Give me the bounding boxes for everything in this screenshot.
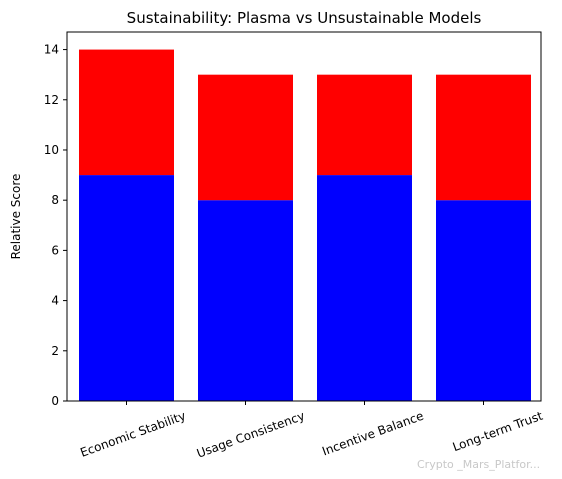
chart-title: Sustainability: Plasma vs Unsustainable … [127,9,482,27]
watermark: Crypto _Mars_Platfor... [417,458,540,471]
y-tick-label: 8 [51,193,59,207]
x-tick-label: Long-term Trust [451,409,545,455]
bar-series1-long-term-trust [436,200,531,401]
bar-series2-incentive-balance [317,74,412,176]
y-axis: 0 2 4 6 8 10 12 14 [44,43,67,408]
y-tick-label: 10 [44,143,59,157]
y-tick-label: 2 [51,344,59,358]
bars-layer [79,49,531,401]
y-tick-label: 12 [44,93,59,107]
y-tick-label: 4 [51,294,59,308]
bar-series2-usage-consistency [198,74,293,201]
bar-series1-usage-consistency [198,200,293,401]
bar-series1-incentive-balance [317,175,412,401]
y-tick-label: 14 [44,43,59,57]
x-tick-label: Incentive Balance [320,409,425,459]
x-axis: Economic Stability Usage Consistency Incen… [78,401,545,461]
bar-series2-long-term-trust [436,74,531,201]
x-tick-label: Economic Stability [78,409,187,460]
y-axis-label: Relative Score [9,174,23,260]
plot-frame [66,31,542,402]
bar-series1-economic-stability [79,175,174,401]
y-tick-label: 0 [51,394,59,408]
x-tick-label: Usage Consistency [195,409,307,461]
bar-series2-economic-stability [79,49,174,176]
y-tick-label: 6 [51,243,59,257]
